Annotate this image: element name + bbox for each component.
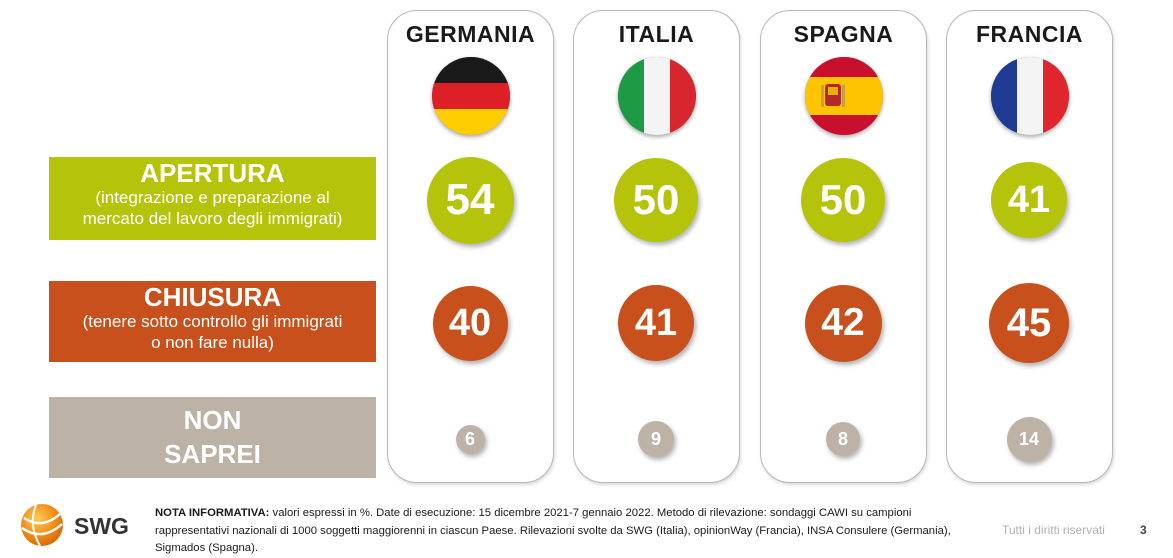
note-informativa: NOTA INFORMATIVA: valori espressi in %. …	[155, 505, 985, 558]
value-apertura-francia: 41	[991, 162, 1067, 238]
label-chiusura-sub-1: (tenere sotto controllo gli immigrati	[82, 312, 343, 331]
flag-francia-icon	[990, 57, 1069, 135]
country-label-spagna: SPAGNA	[793, 21, 894, 47]
label-chiusura: CHIUSURA (tenere sotto controllo gli imm…	[49, 281, 376, 362]
rights-text: Tutti i diritti riservati	[1002, 523, 1105, 537]
value-non-saprei-italia: 9	[638, 421, 674, 457]
value-apertura-italia: 50	[614, 158, 698, 242]
column-italia: ITALIA 50 41 9	[573, 10, 740, 483]
note-text: valori espressi in %. Date di esecuzione…	[155, 507, 951, 554]
value-chiusura-germania: 40	[432, 285, 508, 361]
column-francia: FRANCIA 41 45 14	[946, 10, 1113, 483]
label-apertura: APERTURA (integrazione e preparazione al…	[49, 157, 376, 240]
label-apertura-sub-1: (integrazione e preparazione al	[95, 188, 330, 207]
logo-text: SWG	[74, 513, 129, 539]
country-label-francia: FRANCIA	[976, 21, 1083, 47]
label-apertura-sub-2: mercato del lavoro degli immigrati)	[82, 209, 343, 228]
flag-germania-icon	[431, 57, 510, 135]
note-bold: NOTA INFORMATIVA:	[155, 507, 270, 519]
value-non-saprei-francia: 14	[1006, 416, 1052, 462]
page-number: 3	[1140, 523, 1147, 537]
swg-logo-icon	[21, 504, 63, 547]
label-chiusura-title: CHIUSURA	[143, 282, 282, 312]
value-apertura-germania: 54	[426, 156, 514, 244]
value-apertura-spagna: 50	[801, 158, 885, 242]
label-non-saprei-title-1: NON	[183, 405, 242, 435]
column-spagna: SPAGNA 50 42 8	[760, 10, 927, 483]
value-non-saprei-spagna: 8	[826, 422, 860, 456]
label-non-saprei-title-2: SAPREI	[164, 439, 261, 469]
label-apertura-title: APERTURA	[140, 158, 285, 188]
value-chiusura-italia: 41	[618, 285, 694, 361]
column-germania: GERMANIA 54 40 6	[387, 10, 554, 483]
country-label-germania: GERMANIA	[405, 21, 536, 47]
value-non-saprei-germania: 6	[455, 424, 485, 454]
country-label-italia: ITALIA	[618, 21, 695, 47]
value-chiusura-spagna: 42	[804, 284, 882, 362]
flag-italia-icon	[617, 57, 696, 135]
value-chiusura-francia: 45	[989, 283, 1069, 363]
label-chiusura-sub-2: o non fare nulla)	[151, 333, 274, 352]
label-non-saprei: NON SAPREI	[49, 397, 376, 478]
flag-spagna-icon	[804, 57, 883, 135]
